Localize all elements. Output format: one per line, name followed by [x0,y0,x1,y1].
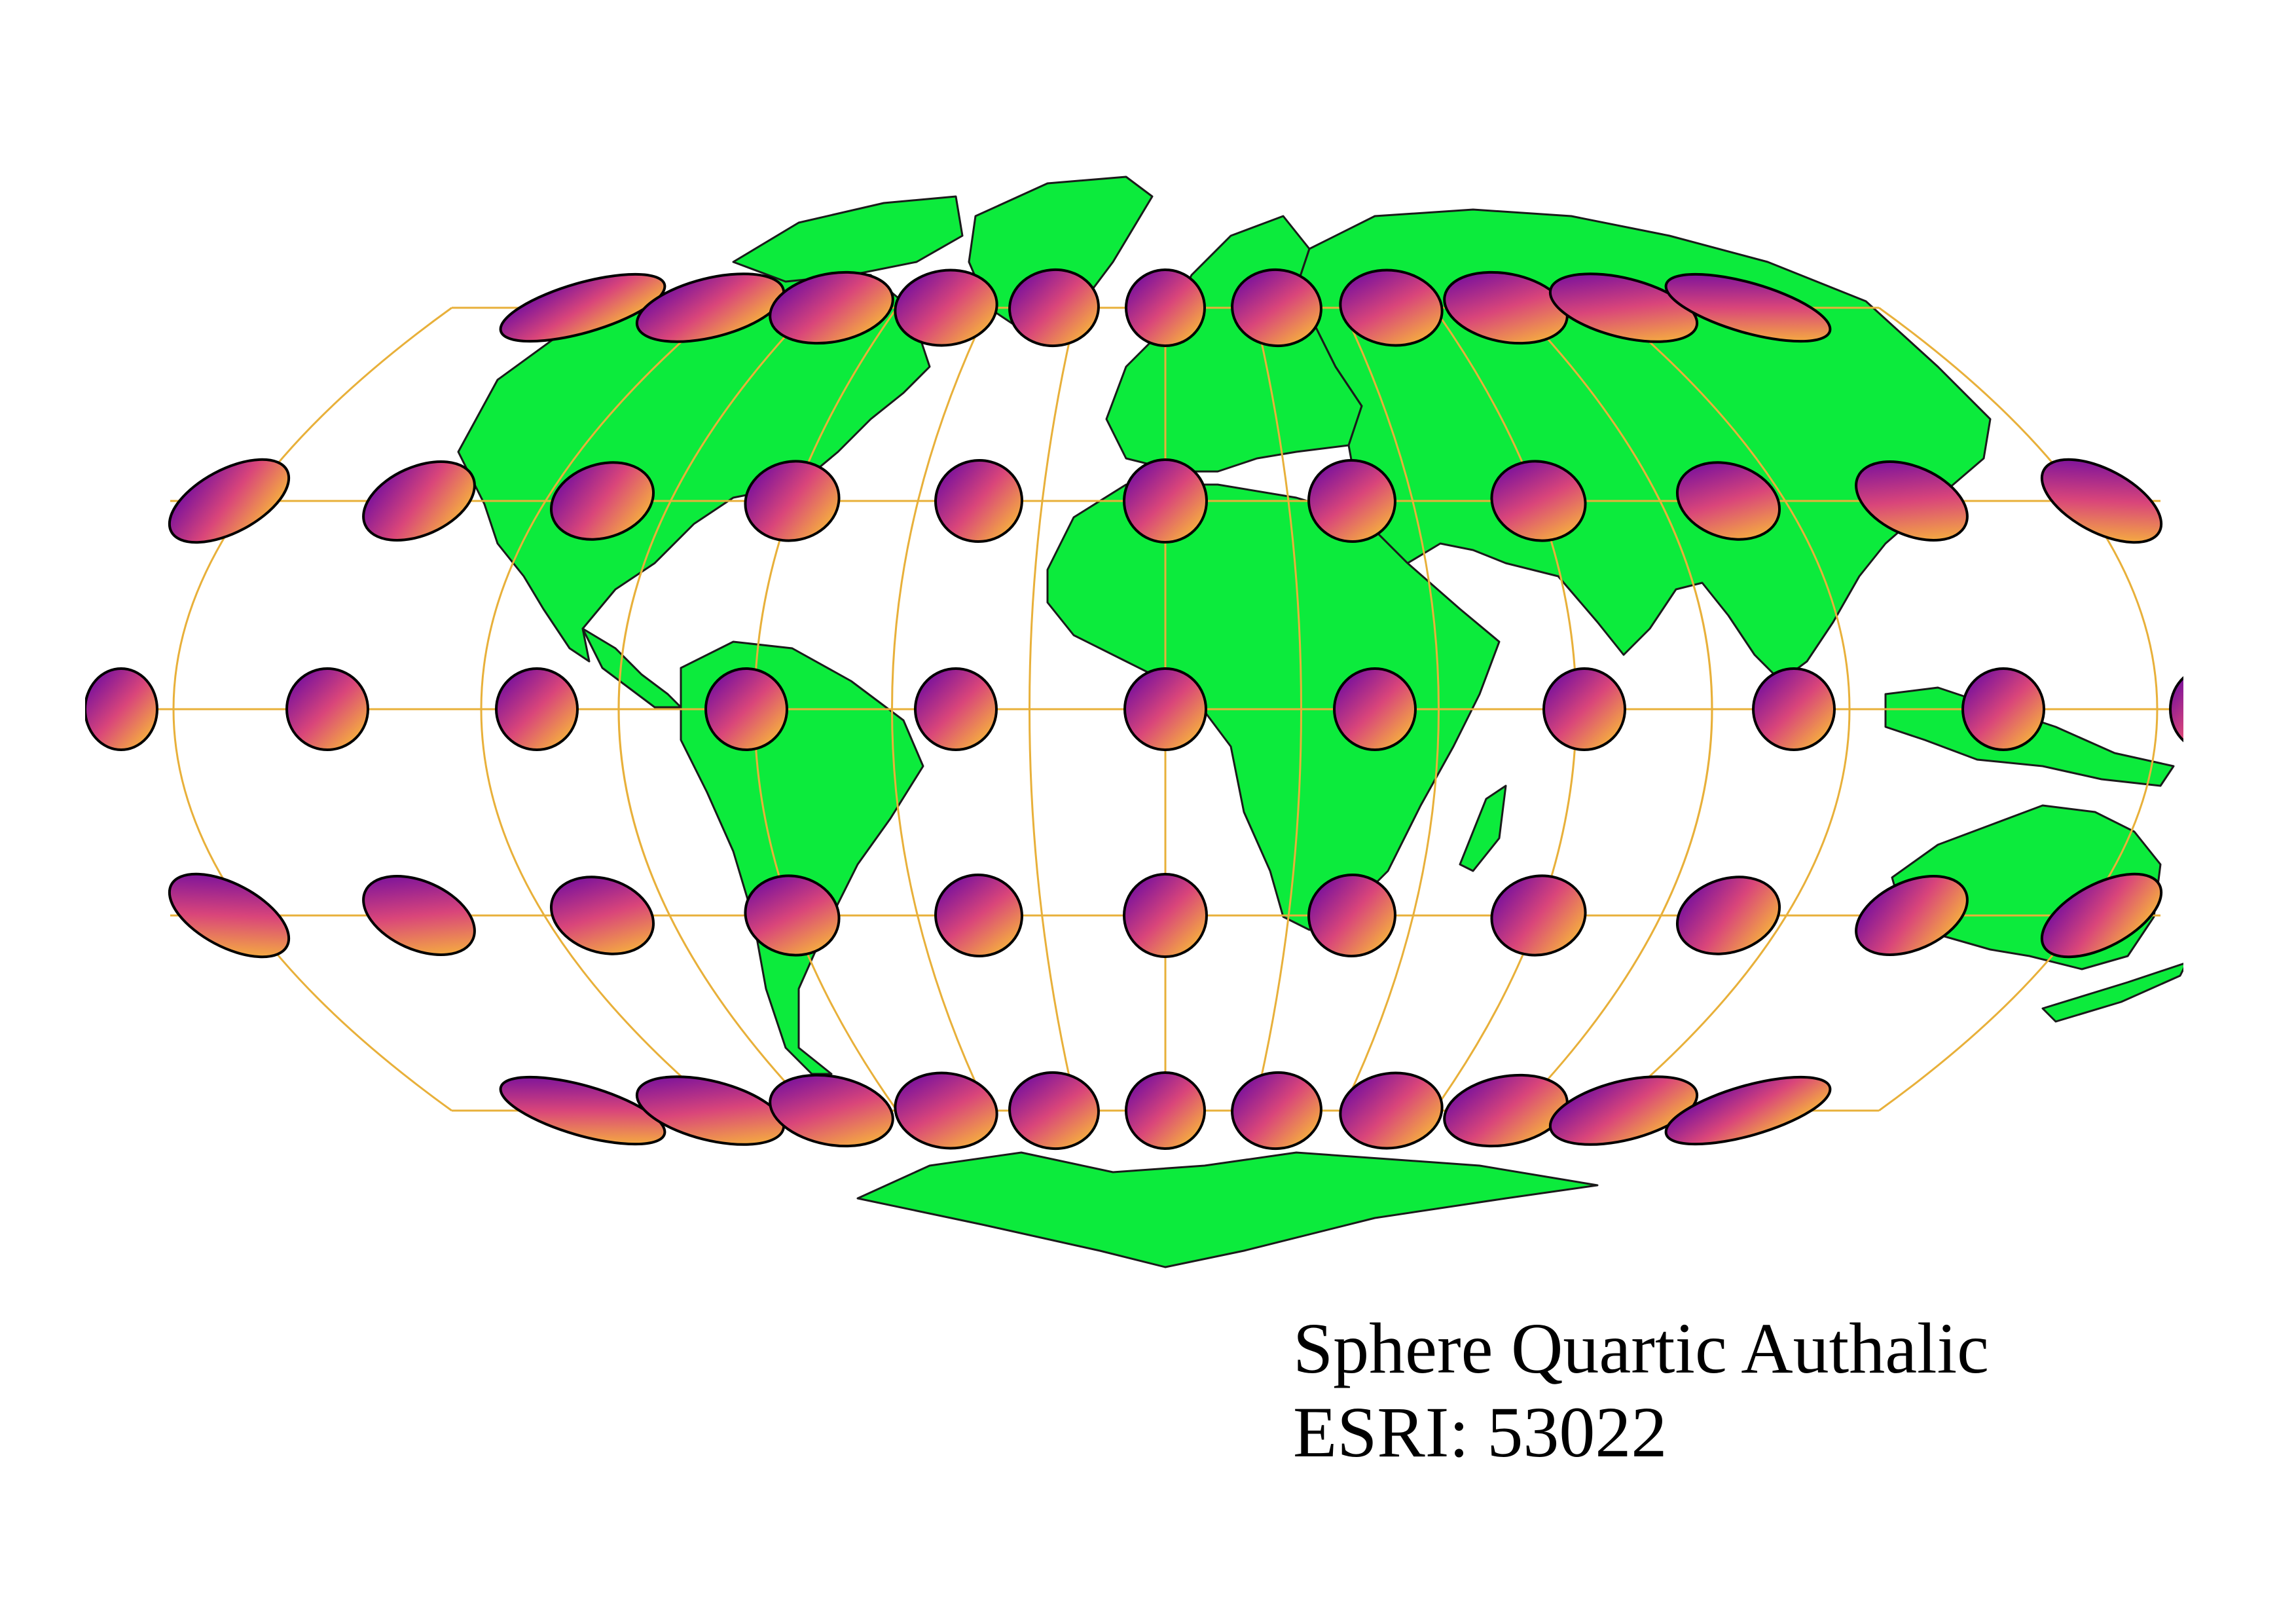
tissot-ellipse [1675,461,1781,541]
tissot-ellipse [1443,1073,1569,1148]
tissot-ellipse [1855,460,1969,542]
tissot-ellipse [549,876,655,955]
meridian-e60 [1341,307,1440,1111]
tissot-ellipse [1339,268,1444,347]
tissot-ellipse [1008,268,1100,348]
tissot-ellipse [1542,667,1626,751]
tissot-ellipse [495,667,579,751]
tissot-ellipse [1548,1075,1699,1146]
landmass-madagascar [1459,784,1507,872]
tissot-ellipse [1125,268,1206,347]
landmass-central-america [581,627,682,709]
tissot-ellipse [1231,268,1322,348]
tissot-ellipse [1675,876,1781,955]
meridian-e30 [1252,307,1302,1111]
tissot-ellipse [362,875,476,956]
tissot-ellipse [549,461,655,541]
tissot-ellipse [2040,458,2163,544]
tissot-ellipse [1961,667,2045,751]
tissot-ellipse [769,270,894,345]
landmass-africa [1046,483,1501,931]
tissot-ellipse [1443,270,1569,345]
tissot-ellipse [285,667,369,751]
tissot-ellipse [499,1075,666,1146]
tissot-ellipse [1490,460,1587,542]
landmass-antarctica [856,1151,1599,1268]
tissot-ellipse [1123,458,1208,544]
tissot-ellipse [704,667,788,751]
tissot-ellipse [362,460,476,542]
tissot-ellipse [1855,875,1969,956]
tissot-ellipse [1664,272,1832,343]
tissot-ellipse [1125,1071,1206,1150]
landmass-arctic-islands [732,195,964,283]
tissot-ellipse [85,667,158,751]
meridian-e120 [1518,306,1713,1112]
tissot-ellipse [1231,1071,1322,1151]
tissot-ellipse [635,272,786,343]
tissot-ellipse [1664,1075,1832,1146]
tissot-ellipse [894,1071,998,1150]
meridian-e180 [1878,306,2159,1112]
landmass-new-zealand [2041,963,2183,1023]
tissot-ellipse [1548,272,1699,343]
tissot-ellipse [2169,676,2183,743]
meridian-w150 [480,306,721,1112]
meridian-w180 [172,306,452,1112]
map-title: Sphere Quartic Authalic [1293,1308,1989,1388]
tissot-ellipse [1339,1071,1444,1150]
tissot-ellipse [499,272,666,343]
tissot-ellipse [635,1075,786,1146]
tissot-ellipse [744,874,841,957]
tissot-ellipse [1123,873,1208,958]
tissot-indicatrices [85,268,2183,1151]
tissot-ellipse [1008,1071,1100,1151]
meridian-w60 [891,307,990,1111]
meridian-w120 [617,306,813,1112]
tissot-ellipse [934,458,1023,544]
tissot-ellipse [934,873,1023,958]
tissot-ellipse [1490,874,1587,957]
tissot-ellipse [1752,667,1836,751]
tissot-ellipse [168,458,291,544]
tissot-ellipse [1307,873,1396,958]
map-code: ESRI: 53022 [1293,1392,1667,1472]
tissot-ellipse [744,460,841,542]
tissot-ellipse [2040,872,2163,959]
tissot-ellipse [168,872,291,959]
meridian-e150 [1610,306,1851,1112]
tissot-ellipse [1307,458,1396,544]
tissot-ellipse [1123,667,1207,751]
tissot-ellipse [769,1073,894,1148]
tissot-ellipse [914,667,998,751]
tissot-ellipse [894,268,998,347]
tissot-ellipse [1333,667,1417,751]
map-caption: Sphere Quartic Authalic ESRI: 53022 [1293,1306,1989,1474]
meridian-w30 [1029,307,1078,1111]
